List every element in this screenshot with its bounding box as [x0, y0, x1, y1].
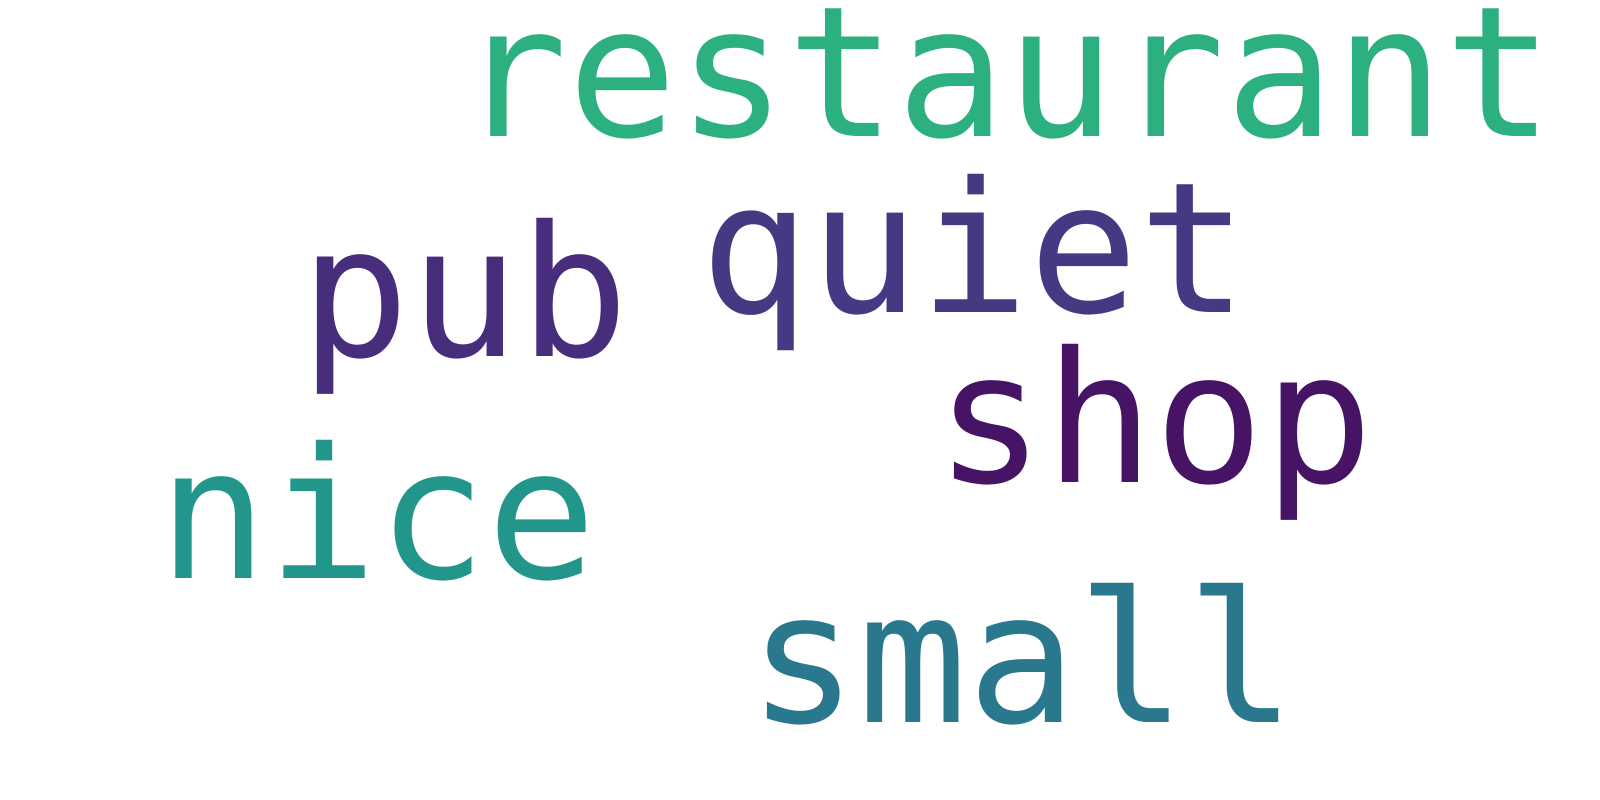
word-small: small — [748, 553, 1296, 765]
word-quiet: quiet — [700, 143, 1248, 355]
word-shop: shop — [935, 313, 1374, 525]
word-pub: pub — [300, 187, 629, 399]
word-nice: nice — [158, 409, 597, 621]
word-restaurant: restaurant — [458, 0, 1554, 179]
